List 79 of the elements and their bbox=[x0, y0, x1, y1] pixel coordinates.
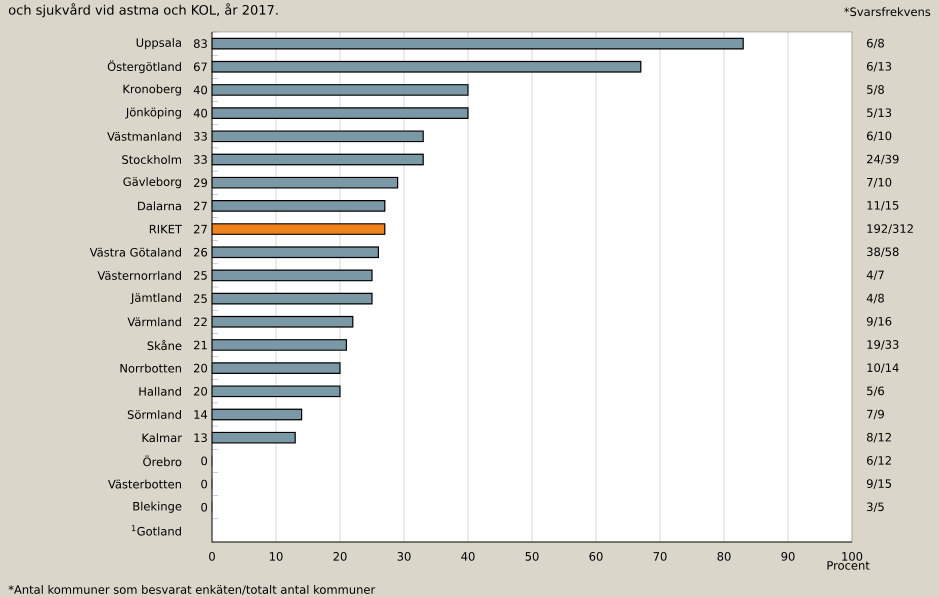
text: 9/16 bbox=[866, 316, 892, 327]
text: 19/33 bbox=[867, 340, 898, 350]
chart-title: och sjukvård vid astma och KOL, år 2017. bbox=[8, 3, 278, 18]
data-label: 27 bbox=[194, 224, 207, 234]
y-tick-label: Norrbotten bbox=[120, 364, 181, 373]
y-tick-label: Jönköping bbox=[125, 108, 181, 119]
data-label: 25 bbox=[194, 294, 207, 303]
text: 5/6 bbox=[867, 386, 884, 396]
text: 6/10 bbox=[867, 132, 892, 142]
data-label: 20 bbox=[194, 364, 208, 372]
x-tick-label: 30 bbox=[398, 552, 411, 561]
text: *Antal kommuner som besvarat enkäten/totalt antal kommuner bbox=[8, 585, 376, 595]
data-label: 0 bbox=[201, 480, 208, 488]
data-label: 29 bbox=[194, 178, 207, 188]
x-axis-title: Procent bbox=[827, 561, 870, 570]
text: 5/13 bbox=[867, 108, 892, 118]
y-tick-label: Kalmar bbox=[142, 433, 182, 442]
y-tick-label: Halland bbox=[139, 386, 181, 396]
y-tick-label: Jämtland bbox=[130, 293, 181, 304]
data-label: 26 bbox=[194, 248, 208, 257]
x-tick-label: 80 bbox=[717, 552, 731, 561]
y-tick-label: Västra Götaland bbox=[90, 248, 181, 257]
x-tick-label: 90 bbox=[781, 552, 795, 561]
text: 5/8 bbox=[867, 85, 884, 95]
y-tick-label: Kronoberg bbox=[124, 84, 181, 96]
data-label: 20 bbox=[194, 386, 208, 396]
text: 6/13 bbox=[867, 62, 892, 72]
data-label: 33 bbox=[194, 155, 207, 164]
data-label: 13 bbox=[194, 433, 207, 442]
text: 3/5 bbox=[867, 502, 884, 512]
data-label: 33 bbox=[194, 132, 207, 141]
data-label: 0 bbox=[201, 502, 208, 512]
text: 4/7 bbox=[866, 270, 884, 280]
data-label: 22 bbox=[194, 318, 207, 326]
y-tick-label: $^{1}$Gotland bbox=[132, 525, 181, 536]
x-tick-label: 40 bbox=[461, 552, 475, 561]
data-label: 40 bbox=[194, 108, 208, 118]
text: *Svarsfrekvens bbox=[844, 7, 930, 16]
text: 4/8 bbox=[866, 294, 884, 304]
y-tick-label: Örebro bbox=[143, 456, 182, 466]
data-label: 27 bbox=[194, 202, 207, 210]
data-label: 40 bbox=[194, 86, 208, 94]
y-tick-label: Skåne bbox=[148, 340, 182, 350]
y-tick-label: Östergötland bbox=[108, 60, 181, 74]
x-tick-label: 0 bbox=[209, 552, 215, 561]
data-label: 67 bbox=[194, 62, 207, 72]
y-tick-label: Sörmland bbox=[128, 410, 181, 419]
x-tick-label: 70 bbox=[654, 552, 667, 561]
text: 24/39 bbox=[867, 154, 899, 164]
data-label: 25 bbox=[194, 271, 207, 280]
text: 6/12 bbox=[867, 456, 891, 466]
y-tick-label: Västmanland bbox=[107, 132, 181, 141]
text: 8/12 bbox=[866, 432, 891, 442]
text: 6/8 bbox=[867, 38, 884, 48]
y-tick-label: Gävleborg bbox=[123, 177, 181, 188]
text: 10/14 bbox=[867, 363, 899, 373]
y-tick-label: Värmland bbox=[127, 317, 181, 326]
y-tick-label: Dalarna bbox=[138, 201, 181, 210]
x-tick-label: 10 bbox=[270, 552, 283, 561]
data-label: 83 bbox=[194, 39, 207, 48]
y-tick-label: Västernorrland bbox=[98, 270, 181, 280]
data-label: 14 bbox=[194, 410, 208, 419]
text: 38/58 bbox=[867, 247, 899, 258]
x-tick-label: 100 bbox=[842, 552, 862, 561]
text: 9/15 bbox=[866, 479, 892, 489]
data-label: 21 bbox=[194, 340, 207, 350]
data-label: 0 bbox=[201, 456, 208, 466]
text: 11/15 bbox=[867, 201, 898, 211]
y-tick-label: Uppsala bbox=[136, 38, 181, 50]
y-tick-label: Västerbotten bbox=[108, 480, 181, 488]
x-tick-label: 20 bbox=[334, 552, 347, 561]
text: 192/312 bbox=[867, 224, 913, 234]
x-tick-label: 50 bbox=[526, 552, 539, 561]
x-tick-label: 60 bbox=[589, 552, 603, 561]
y-tick-label: Blekinge bbox=[133, 502, 182, 513]
y-tick-label: Stockholm bbox=[122, 155, 181, 164]
y-tick-label: RIKET bbox=[150, 224, 182, 234]
text: 7/10 bbox=[867, 178, 892, 188]
text: 7/9 bbox=[867, 410, 884, 420]
